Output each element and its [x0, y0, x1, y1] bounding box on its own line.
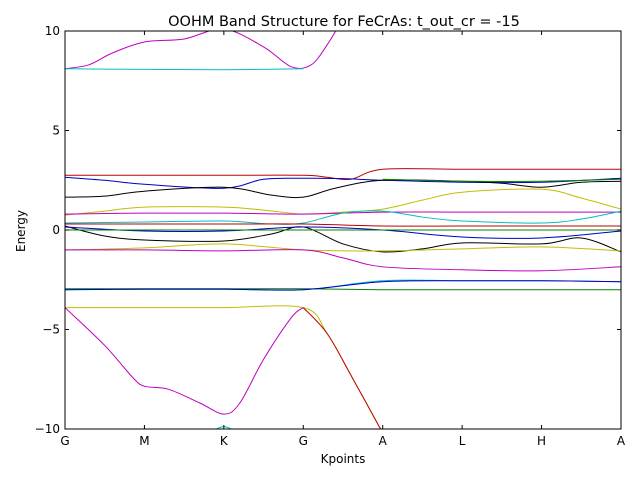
band-line-18: [65, 280, 621, 291]
band-line-17: [65, 288, 621, 291]
band-line-21: [302, 307, 382, 429]
x-tick-label: A: [617, 434, 626, 448]
band-line-5: [65, 179, 621, 199]
y-tick-label: −5: [42, 323, 60, 337]
x-tick-label: K: [220, 434, 229, 448]
y-tick-label: 5: [52, 124, 60, 138]
band-line-1: [65, 31, 337, 70]
x-axis-label: Kpoints: [321, 452, 366, 466]
x-tick-label: H: [537, 434, 546, 448]
plot-area: [65, 31, 621, 429]
band-line-11: [65, 225, 621, 253]
x-tick-label: G: [60, 434, 69, 448]
chart-title: OOHM Band Structure for FeCrAs: t_out_cr…: [168, 14, 520, 30]
y-tick-label: 10: [45, 24, 60, 38]
band-line-6: [382, 178, 621, 182]
band-line-20: [65, 307, 304, 415]
x-tick-label: L: [459, 434, 466, 448]
x-tick-label: M: [139, 434, 149, 448]
band-line-9: [65, 210, 621, 225]
y-tick-label: −10: [35, 422, 60, 436]
y-axis: −10 −5 0 5 10: [35, 24, 621, 436]
x-tick-label: A: [379, 434, 388, 448]
y-axis-label: Energy: [14, 210, 28, 252]
band-line-14: [65, 243, 621, 252]
x-tick-label: G: [299, 434, 308, 448]
band-line-10: [65, 223, 621, 227]
band-line-15: [65, 249, 621, 272]
band-line-12: [65, 226, 621, 239]
band-line-2: [65, 68, 304, 71]
y-tick-label: 0: [52, 223, 60, 237]
band-line-3: [65, 168, 621, 181]
band-line-7: [65, 188, 621, 216]
